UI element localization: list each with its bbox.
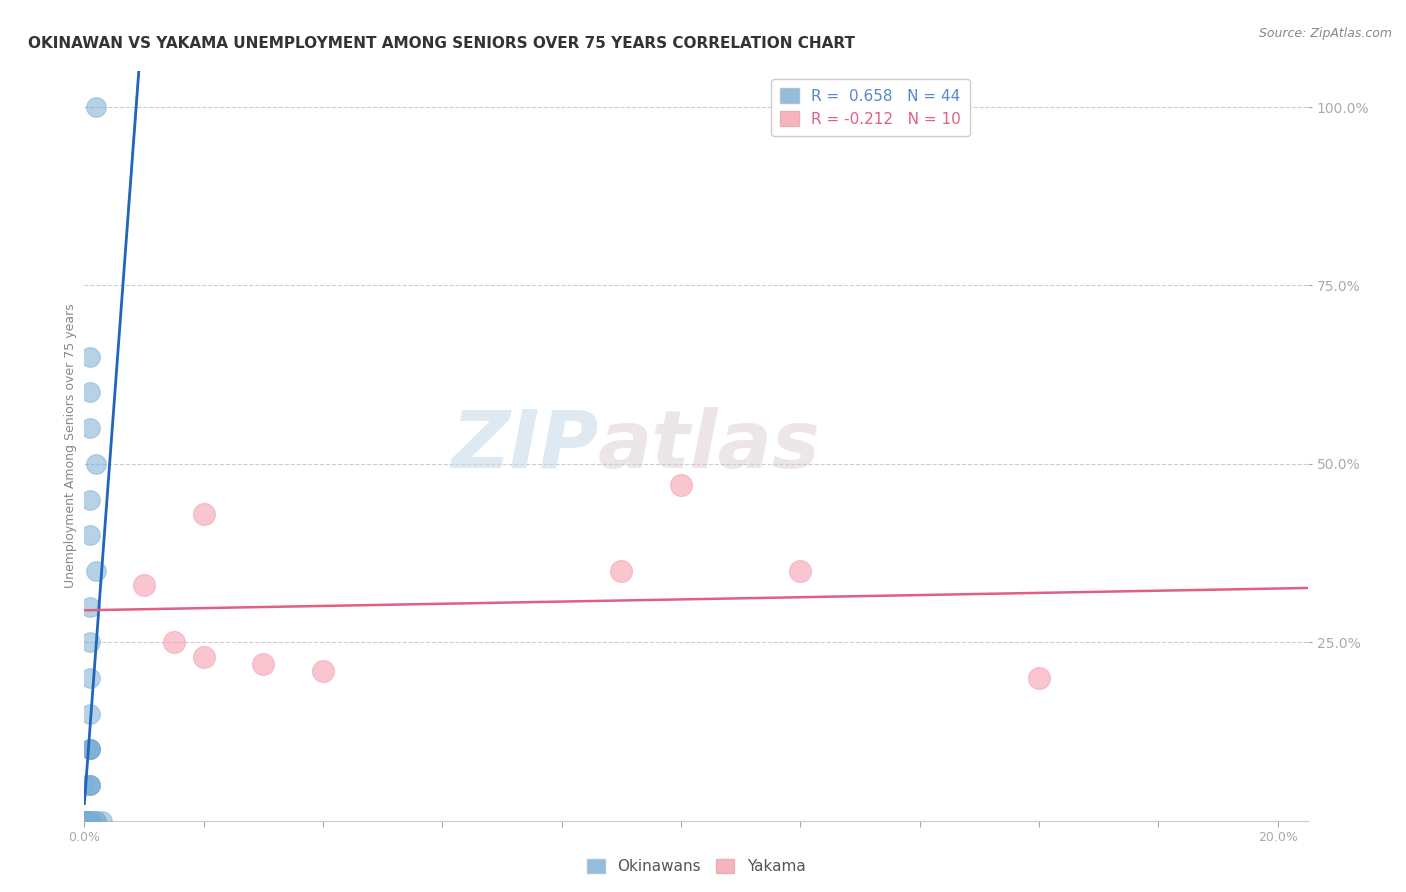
Point	[79, 599, 101, 614]
Point	[193, 649, 215, 664]
Point	[669, 478, 692, 492]
Point	[163, 635, 186, 649]
Point	[79, 635, 101, 649]
Point	[79, 814, 101, 828]
Text: ZIP: ZIP	[451, 407, 598, 485]
Point	[79, 671, 101, 685]
Point	[79, 778, 101, 792]
Point	[73, 814, 96, 828]
Point	[79, 814, 101, 828]
Point	[79, 742, 101, 756]
Point	[84, 814, 107, 828]
Point	[789, 564, 811, 578]
Point	[132, 578, 155, 592]
Point	[84, 457, 107, 471]
Text: Source: ZipAtlas.com: Source: ZipAtlas.com	[1258, 27, 1392, 40]
Point	[73, 814, 96, 828]
Text: OKINAWAN VS YAKAMA UNEMPLOYMENT AMONG SENIORS OVER 75 YEARS CORRELATION CHART: OKINAWAN VS YAKAMA UNEMPLOYMENT AMONG SE…	[28, 36, 855, 51]
Point	[79, 814, 101, 828]
Point	[610, 564, 633, 578]
Point	[84, 100, 107, 114]
Point	[79, 350, 101, 364]
Point	[79, 528, 101, 542]
Point	[1028, 671, 1050, 685]
Point	[79, 814, 101, 828]
Point	[79, 778, 101, 792]
Point	[79, 742, 101, 756]
Point	[79, 385, 101, 400]
Y-axis label: Unemployment Among Seniors over 75 years: Unemployment Among Seniors over 75 years	[65, 303, 77, 589]
Point	[79, 814, 101, 828]
Point	[79, 814, 101, 828]
Point	[312, 664, 335, 678]
Point	[79, 814, 101, 828]
Point	[79, 706, 101, 721]
Point	[79, 421, 101, 435]
Point	[79, 742, 101, 756]
Legend: Okinawans, Yakama: Okinawans, Yakama	[581, 853, 811, 880]
Point	[73, 814, 96, 828]
Point	[73, 814, 96, 828]
Point	[73, 814, 96, 828]
Point	[84, 814, 107, 828]
Point	[79, 742, 101, 756]
Point	[79, 814, 101, 828]
Point	[79, 814, 101, 828]
Point	[79, 814, 101, 828]
Point	[91, 814, 114, 828]
Point	[73, 814, 96, 828]
Point	[79, 814, 101, 828]
Point	[79, 778, 101, 792]
Point	[193, 507, 215, 521]
Point	[73, 778, 96, 792]
Point	[79, 814, 101, 828]
Point	[252, 657, 274, 671]
Point	[79, 814, 101, 828]
Point	[79, 492, 101, 507]
Point	[79, 814, 101, 828]
Point	[79, 814, 101, 828]
Point	[84, 564, 107, 578]
Text: atlas: atlas	[598, 407, 821, 485]
